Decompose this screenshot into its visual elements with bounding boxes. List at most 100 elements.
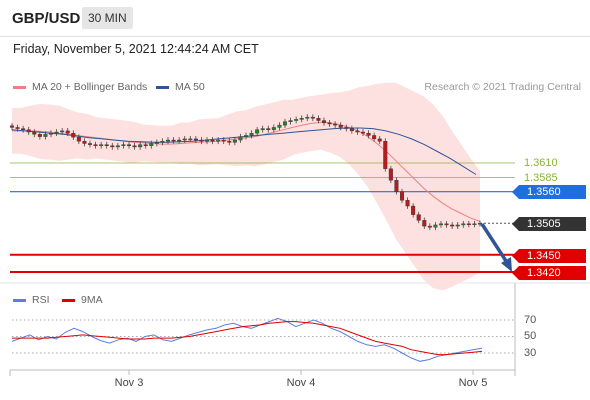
candle-body-76	[433, 224, 438, 228]
candle-body-37	[216, 139, 221, 142]
candle-body-53	[305, 116, 310, 119]
candle-body-20	[121, 144, 126, 146]
rsi-swatch	[13, 298, 26, 302]
candle-body-82	[466, 223, 471, 226]
candle-body-47	[271, 127, 276, 130]
rsi-line	[11, 317, 483, 362]
candle-body-3	[26, 129, 31, 133]
ma20-swatch	[13, 85, 26, 89]
candle-body-77	[439, 223, 444, 226]
tag-1-3420: 1.3420	[512, 266, 586, 280]
candle-body-81	[461, 223, 466, 226]
candle-body-60	[344, 127, 349, 129]
candle-body-33	[193, 138, 198, 141]
timeframe-badge[interactable]: 30 MIN	[82, 7, 133, 29]
x-label-nov3: Nov 3	[114, 377, 144, 389]
candle-body-11	[71, 132, 76, 138]
candle-body-51	[294, 119, 299, 121]
x-label-nov4: Nov 4	[286, 377, 316, 389]
candle-body-43	[249, 132, 254, 136]
candle-body-21	[126, 144, 131, 146]
candle-body-64	[366, 132, 371, 136]
credit-text: Research © 2021 Trading Central	[424, 81, 581, 93]
candle-body-39	[227, 140, 232, 143]
rsi-axis-70: 70	[524, 314, 537, 326]
candle-body-83	[472, 223, 477, 226]
candle-body-74	[422, 220, 427, 227]
candle-body-30	[177, 139, 182, 142]
candle-body-80	[455, 224, 460, 227]
candle-body-23	[138, 144, 143, 148]
candle-body-69	[394, 180, 399, 192]
candle-body-68	[388, 168, 393, 181]
ma9-swatch	[62, 298, 75, 302]
candle-body-6	[43, 134, 48, 137]
candle-body-52	[299, 118, 304, 120]
legend-ma50-label: MA 50	[175, 81, 205, 93]
candle-body-13	[82, 140, 87, 144]
candle-body-42	[243, 135, 248, 137]
candle-body-40	[232, 139, 237, 143]
tag-last-price: 1.3505	[512, 217, 586, 231]
candle-body-1	[15, 127, 20, 129]
candle-body-9	[60, 130, 65, 133]
level-1-3610: 1.3610	[524, 157, 558, 169]
forecast-arrow-head	[501, 257, 512, 272]
legend-ma20: MA 20 + Bollinger Bands	[13, 81, 147, 93]
rsi-9ma-line	[12, 321, 483, 356]
candle-body-17	[104, 144, 109, 146]
candle-body-62	[355, 130, 360, 133]
candle-body-58	[333, 123, 338, 126]
candle-body-35	[204, 139, 209, 142]
candle-body-29	[171, 139, 176, 142]
candle-body-59	[338, 124, 343, 128]
candle-body-41	[238, 136, 243, 141]
candle-body-46	[266, 128, 271, 130]
candle-body-84	[478, 223, 483, 225]
candle-body-55	[316, 118, 321, 121]
legend-ma20-label: MA 20 + Bollinger Bands	[32, 81, 148, 93]
level-1-3585: 1.3585	[524, 172, 558, 184]
legend-rsi-label: RSI	[32, 294, 50, 306]
tag-1-3450: 1.3450	[512, 249, 586, 263]
rsi-axis-50: 50	[524, 330, 537, 342]
candle-body-34	[199, 139, 204, 142]
candle-body-2	[21, 128, 26, 130]
candle-body-12	[76, 136, 81, 142]
timestamp: Friday, November 5, 2021 12:44:24 AM CET	[13, 42, 259, 56]
candle-body-56	[322, 120, 327, 124]
candle-body-19	[115, 145, 120, 148]
candle-body-71	[405, 200, 410, 207]
candle-body-22	[132, 145, 137, 148]
candle-body-25	[149, 143, 154, 146]
candle-body-28	[165, 139, 170, 142]
x-label-nov5: Nov 5	[458, 377, 488, 389]
legend-9ma-label: 9MA	[81, 294, 103, 306]
candle-body-26	[154, 142, 159, 144]
candle-body-14	[87, 143, 92, 145]
candle-body-66	[377, 138, 382, 142]
candle-body-49	[283, 121, 288, 126]
chart-header: GBP/USD 30 MIN	[0, 0, 590, 37]
ma50-swatch	[156, 85, 169, 89]
candle-body-4	[32, 131, 37, 135]
candle-body-57	[327, 122, 332, 125]
candle-body-50	[288, 120, 293, 122]
legend-ma50: MA 50	[156, 81, 205, 93]
candle-body-7	[49, 132, 54, 135]
candle-body-16	[99, 144, 104, 146]
candle-body-15	[93, 144, 98, 146]
candle-body-65	[372, 135, 377, 140]
candle-body-38	[221, 139, 226, 142]
legend-9ma: 9MA	[62, 294, 103, 306]
candle-body-75	[427, 225, 432, 228]
candle-body-0	[9, 125, 14, 128]
bollinger-band	[12, 82, 480, 291]
candle-body-72	[411, 205, 416, 215]
symbol-title: GBP/USD	[12, 10, 81, 27]
candle-body-79	[450, 224, 455, 227]
candle-body-45	[260, 128, 265, 130]
candle-body-63	[361, 131, 366, 134]
candle-body-67	[383, 140, 388, 169]
